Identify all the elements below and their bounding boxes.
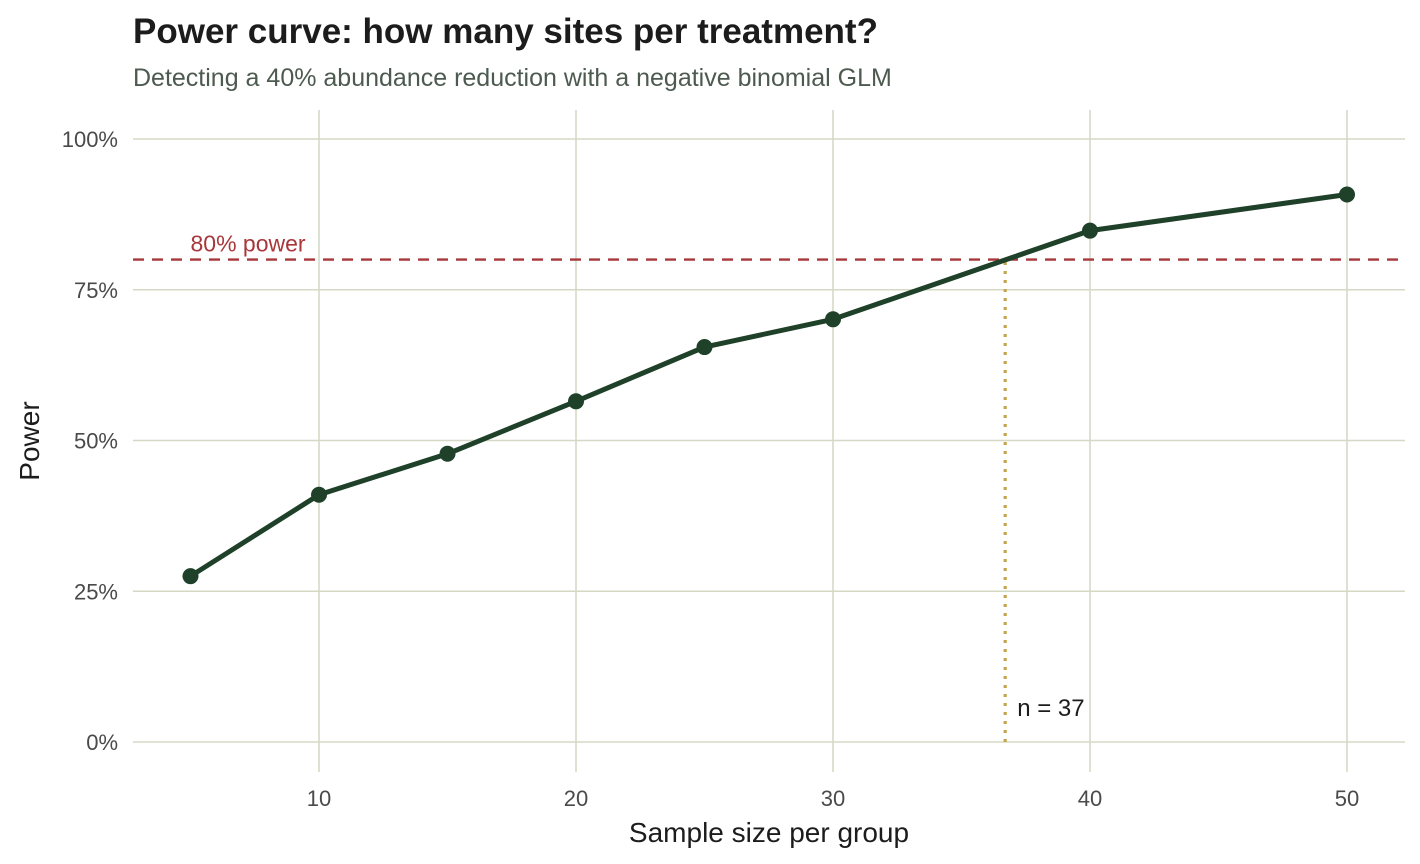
data-point (311, 486, 327, 503)
tick-labels: 0% 25% 50% 75% 100% 10 20 30 40 50 (62, 127, 1360, 811)
power-curve-line (188, 191, 1350, 579)
reference-lines: 80% power n = 37 (133, 231, 1405, 742)
chart-title: Power curve: how many sites per treatmen… (133, 12, 878, 51)
required-n-label: n = 37 (1017, 695, 1084, 722)
data-series (182, 186, 1355, 585)
data-point (1082, 222, 1098, 239)
y-tick-label: 0% (86, 730, 118, 755)
grid-lines (133, 110, 1405, 772)
data-point (182, 568, 199, 585)
data-point (568, 393, 584, 410)
y-tick-label: 50% (74, 429, 118, 454)
data-point (1339, 186, 1355, 203)
y-axis-title: Power (14, 401, 45, 480)
y-tick-label: 75% (74, 278, 118, 303)
chart-subtitle: Detecting a 40% abundance reduction with… (133, 64, 892, 92)
y-tick-label: 100% (62, 127, 118, 152)
data-point (825, 311, 841, 328)
reference-line-label: 80% power (191, 231, 306, 257)
x-tick-label: 20 (564, 786, 588, 811)
y-tick-label: 25% (74, 579, 118, 604)
x-tick-label: 30 (821, 786, 845, 811)
data-point (696, 339, 713, 356)
x-axis-title: Sample size per group (629, 817, 909, 848)
x-tick-label: 10 (307, 786, 331, 811)
x-tick-label: 50 (1335, 786, 1359, 811)
x-tick-label: 40 (1078, 786, 1102, 811)
data-point (439, 445, 456, 462)
